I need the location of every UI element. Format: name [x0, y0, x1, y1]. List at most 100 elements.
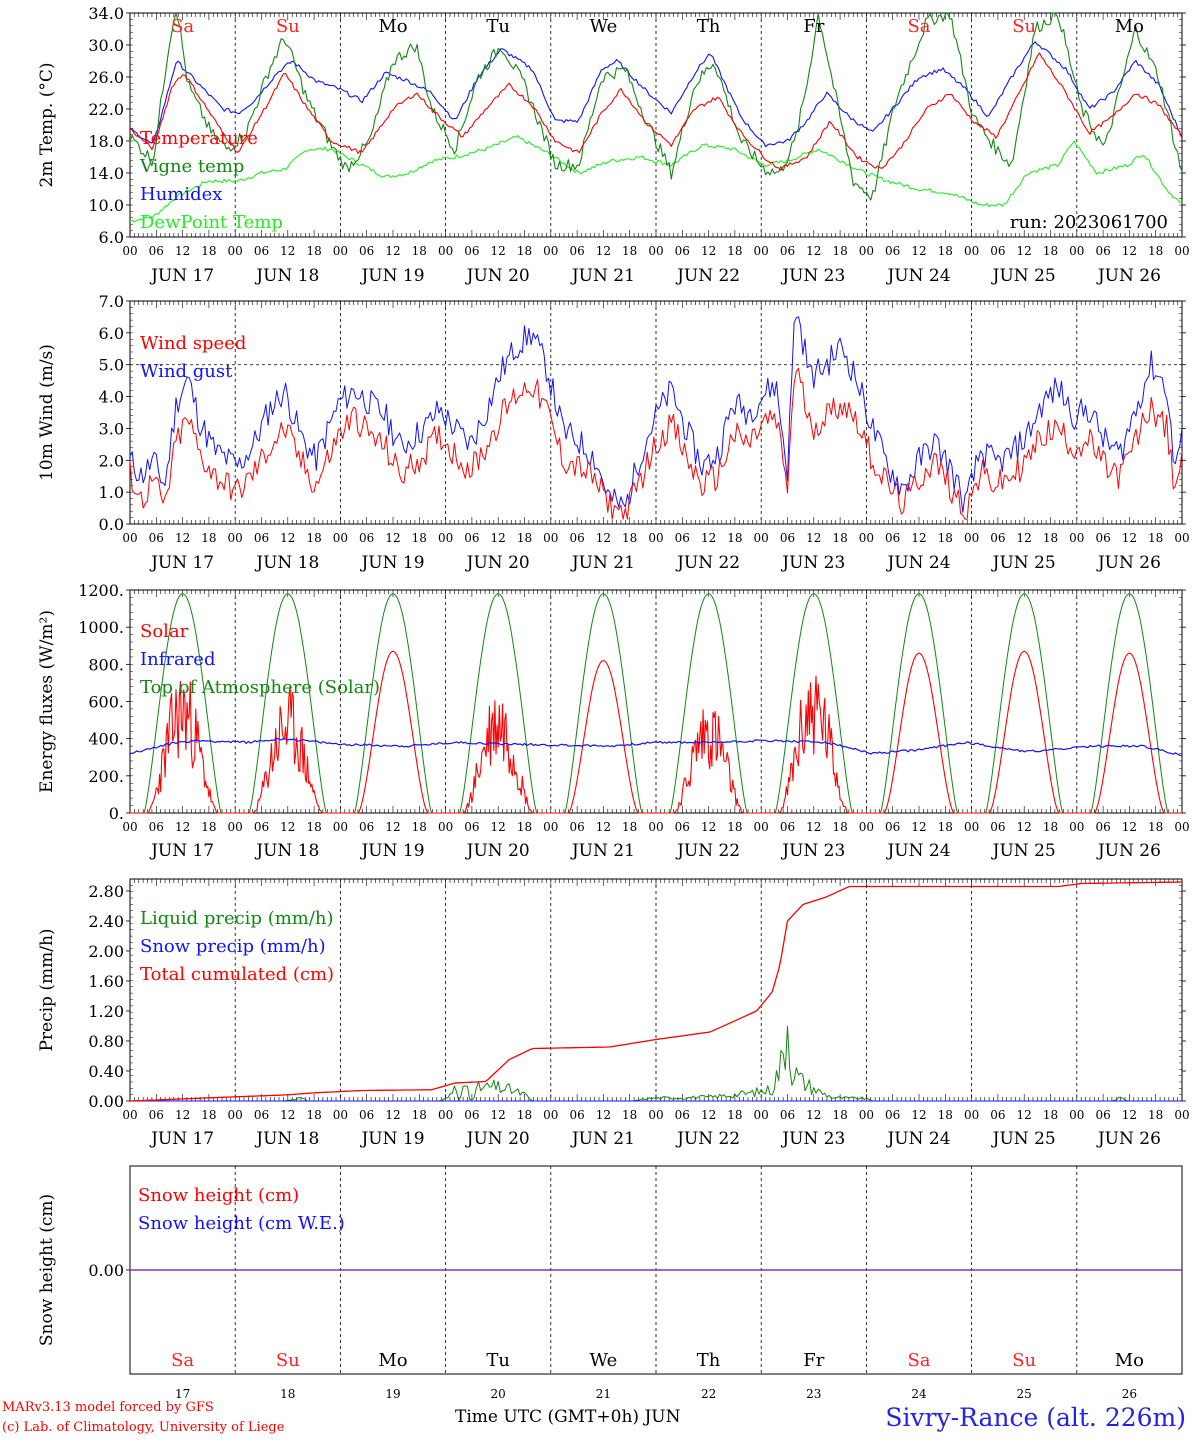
hour-label: 06: [885, 1108, 900, 1122]
day-number: 19: [385, 1387, 400, 1401]
hour-label: 06: [675, 244, 690, 258]
legend-entry: DewPoint Temp: [140, 212, 283, 233]
hour-label: 12: [911, 244, 926, 258]
hour-label: 00: [438, 531, 453, 545]
hour-label: 06: [149, 820, 164, 834]
series-line: [129, 135, 1183, 223]
day-label: JUN 17: [149, 266, 214, 286]
hour-label: 06: [1095, 820, 1110, 834]
day-label: JUN 21: [570, 841, 635, 861]
day-label: JUN 25: [991, 1129, 1056, 1149]
hour-label: 12: [1017, 820, 1032, 834]
y-tick-label: 34.0: [88, 4, 124, 23]
y-axis-label: Snow height (cm): [37, 1194, 57, 1346]
day-label: JUN 25: [991, 841, 1056, 861]
hour-label: 00: [754, 244, 769, 258]
day-label: JUN 20: [465, 553, 530, 573]
hour-label: 00: [122, 1108, 137, 1122]
hour-label: 12: [491, 531, 506, 545]
legend-entry: Snow precip (mm/h): [140, 936, 326, 957]
hour-label: 00: [859, 244, 874, 258]
legend-entry: Temperature: [140, 128, 258, 149]
hour-label: 18: [832, 531, 847, 545]
day-label: JUN 19: [359, 553, 424, 573]
legend-entry: Snow height (cm W.E.): [138, 1213, 345, 1234]
hour-label: 12: [385, 820, 400, 834]
hour-label: 18: [1148, 820, 1163, 834]
day-label: JUN 18: [254, 553, 319, 573]
weekday-label: Th: [697, 16, 721, 37]
hour-label: 06: [254, 531, 269, 545]
y-tick-label: 200.: [88, 767, 124, 786]
hour-label: 06: [780, 1108, 795, 1122]
y-tick-label: 1.20: [88, 1002, 124, 1021]
hour-label: 00: [333, 244, 348, 258]
hour-label: 00: [1069, 244, 1084, 258]
hour-label: 00: [754, 1108, 769, 1122]
hour-label: 06: [780, 531, 795, 545]
y-tick-label: 1.60: [88, 972, 124, 991]
day-label: JUN 18: [254, 266, 319, 286]
legend-entry: Top of Atmosphere (Solar): [140, 677, 380, 698]
y-axis-label: Precip (mm/h): [37, 928, 57, 1051]
hour-label: 00: [438, 1108, 453, 1122]
legend-entry: Wind speed: [140, 333, 246, 354]
hour-label: 18: [306, 820, 321, 834]
day-label: JUN 22: [675, 1129, 740, 1149]
weekday-label: Su: [276, 1350, 300, 1371]
day-label: JUN 21: [570, 266, 635, 286]
day-number: 17: [175, 1387, 190, 1401]
legend-entry: Snow height (cm): [138, 1185, 299, 1206]
hour-label: 00: [964, 531, 979, 545]
y-tick-label: 0.40: [88, 1062, 124, 1081]
hour-label: 06: [675, 531, 690, 545]
hour-label: 18: [938, 244, 953, 258]
hour-label: 06: [359, 820, 374, 834]
y-tick-label: 6.0: [99, 228, 124, 247]
hour-label: 18: [517, 820, 532, 834]
weekday-label: Sa: [171, 1350, 194, 1371]
hour-label: 06: [359, 1108, 374, 1122]
y-tick-label: 0.00: [88, 1092, 124, 1111]
weekday-label: Fr: [803, 1350, 824, 1371]
hour-label: 00: [648, 531, 663, 545]
hour-label: 00: [859, 820, 874, 834]
series-line: [130, 650, 1182, 814]
hour-label: 00: [648, 1108, 663, 1122]
hour-label: 12: [280, 1108, 295, 1122]
y-tick-label: 1000.: [78, 618, 124, 637]
hour-label: 12: [701, 531, 716, 545]
day-label: JUN 18: [254, 841, 319, 861]
day-number: 21: [596, 1387, 611, 1401]
hour-label: 00: [122, 244, 137, 258]
hour-label: 18: [1148, 244, 1163, 258]
hour-label: 18: [517, 1108, 532, 1122]
hour-label: 12: [1122, 244, 1137, 258]
hour-label: 18: [201, 1108, 216, 1122]
hour-label: 18: [727, 531, 742, 545]
station-label: Sivry-Rance (alt. 226m): [885, 1403, 1186, 1432]
legend-entry: Humidex: [140, 184, 222, 205]
hour-label: 18: [1043, 531, 1058, 545]
hour-label: 12: [701, 244, 716, 258]
y-tick-label: 1200.: [78, 581, 124, 600]
hour-label: 12: [175, 1108, 190, 1122]
day-label: JUN 19: [359, 841, 424, 861]
y-tick-label: 30.0: [88, 36, 124, 55]
hour-label: 06: [885, 820, 900, 834]
weekday-label: Sa: [907, 1350, 930, 1371]
hour-label: 12: [911, 1108, 926, 1122]
y-axis-label: 2m Temp. (°C): [37, 62, 57, 187]
panel-frame: [129, 589, 1183, 814]
hour-label: 06: [1095, 244, 1110, 258]
hour-label: 00: [1069, 531, 1084, 545]
day-label: JUN 24: [885, 1129, 950, 1149]
weekday-label: Sa: [907, 16, 930, 37]
hour-label: 12: [701, 1108, 716, 1122]
hour-label: 00: [228, 531, 243, 545]
hour-label: 12: [491, 244, 506, 258]
day-label: JUN 20: [465, 841, 530, 861]
y-tick-label: 5.0: [99, 356, 124, 375]
hour-label: 18: [832, 244, 847, 258]
hour-label: 12: [175, 820, 190, 834]
